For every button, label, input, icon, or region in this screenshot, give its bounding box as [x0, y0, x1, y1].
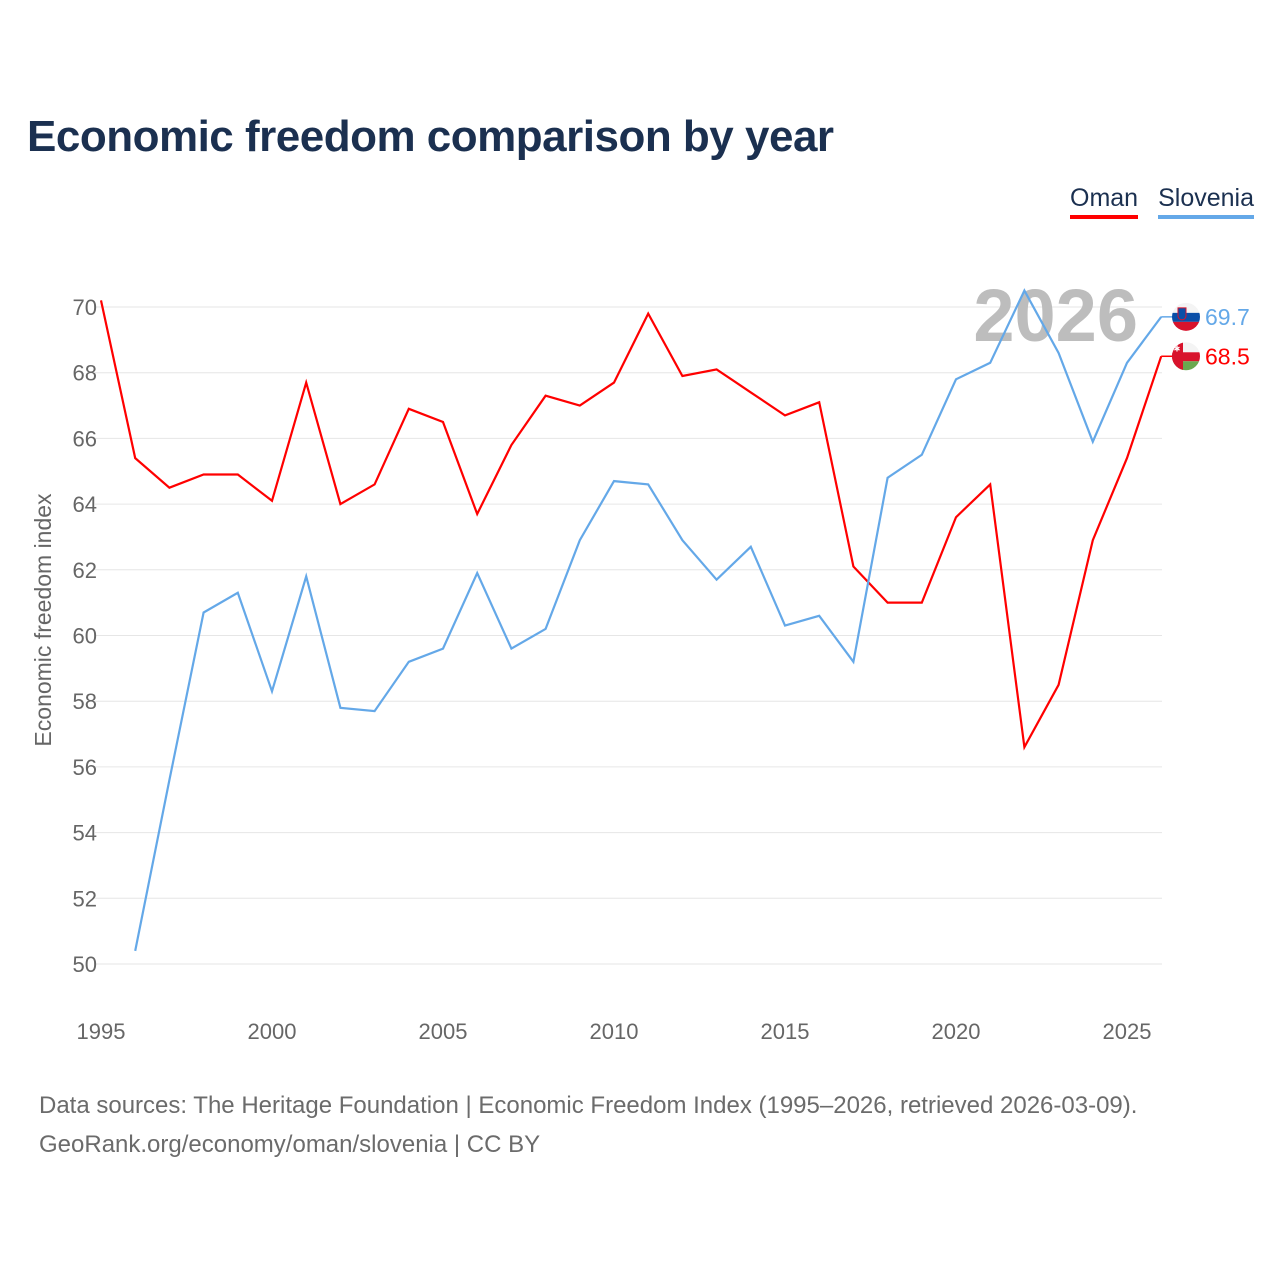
footer-sources: Data sources: The Heritage Foundation | … [39, 1092, 1138, 1119]
data-point[interactable] [1056, 682, 1062, 688]
data-point[interactable] [885, 475, 891, 481]
data-point[interactable] [748, 389, 754, 395]
data-point[interactable] [201, 610, 207, 616]
data-point[interactable] [1021, 288, 1027, 294]
data-point[interactable] [406, 406, 412, 412]
y-tick-label: 60 [73, 624, 97, 649]
data-point[interactable] [577, 403, 583, 409]
data-point[interactable] [543, 626, 549, 632]
data-point[interactable] [337, 705, 343, 711]
y-tick-label: 62 [73, 558, 97, 583]
oman-flag-icon: ✱ [1172, 342, 1200, 371]
y-tick-label: 58 [73, 689, 97, 714]
data-point[interactable] [132, 455, 138, 461]
data-point[interactable] [98, 297, 104, 303]
data-point[interactable] [132, 948, 138, 954]
data-point[interactable] [166, 485, 172, 491]
data-point[interactable] [850, 564, 856, 570]
data-point[interactable] [987, 481, 993, 487]
x-tick-label: 2010 [590, 1019, 639, 1044]
data-point[interactable] [201, 472, 207, 478]
y-tick-label: 50 [73, 952, 97, 977]
y-tick-label: 64 [73, 492, 97, 517]
data-point[interactable] [235, 590, 241, 596]
chart-title: Economic freedom comparison by year [27, 112, 834, 161]
data-point[interactable] [235, 472, 241, 478]
data-point[interactable] [440, 646, 446, 652]
y-tick-label: 66 [73, 426, 97, 451]
legend-oman[interactable]: Oman [1070, 184, 1139, 219]
data-point[interactable] [577, 537, 583, 543]
data-point[interactable] [166, 777, 172, 783]
data-point[interactable] [919, 600, 925, 606]
x-tick-label: 2025 [1103, 1019, 1152, 1044]
data-point[interactable] [372, 481, 378, 487]
y-tick-label: 56 [73, 755, 97, 780]
data-point[interactable] [474, 511, 480, 517]
x-tick-label: 1995 [77, 1019, 126, 1044]
x-tick-label: 2000 [248, 1019, 297, 1044]
data-point[interactable] [679, 373, 685, 379]
data-point[interactable] [406, 659, 412, 665]
x-tick-label: 2015 [761, 1019, 810, 1044]
data-point[interactable] [748, 544, 754, 550]
legend: Oman Slovenia [1070, 184, 1254, 219]
data-point[interactable] [269, 498, 275, 504]
data-point[interactable] [440, 419, 446, 425]
data-point[interactable] [337, 501, 343, 507]
data-point[interactable] [303, 573, 309, 579]
data-point[interactable] [645, 481, 651, 487]
data-point[interactable] [543, 393, 549, 399]
data-point[interactable] [885, 600, 891, 606]
data-point[interactable] [953, 514, 959, 520]
data-point[interactable] [714, 366, 720, 372]
data-point[interactable] [611, 478, 617, 484]
data-point[interactable] [987, 360, 993, 366]
series-line-oman [99, 300, 1163, 751]
y-tick-label: 54 [73, 821, 97, 846]
data-point[interactable] [816, 399, 822, 405]
data-point[interactable] [303, 380, 309, 386]
x-tick-label: 2005 [419, 1019, 468, 1044]
y-tick-label: 68 [73, 361, 97, 386]
footer: Data sources: The Heritage Foundation | … [39, 1086, 1137, 1164]
data-point[interactable] [1090, 439, 1096, 445]
slovenia-flag-icon [1172, 302, 1200, 331]
footer-link[interactable]: GeoRank.org/economy/oman/slovenia | CC B… [39, 1131, 541, 1158]
data-point[interactable] [269, 688, 275, 694]
data-point[interactable] [953, 376, 959, 382]
data-point[interactable] [508, 646, 514, 652]
data-point[interactable] [850, 659, 856, 665]
data-point[interactable] [679, 537, 685, 543]
end-value-label-slovenia: 69.7 [1205, 304, 1250, 330]
y-tick-label: 52 [73, 886, 97, 911]
data-point[interactable] [1090, 537, 1096, 543]
data-point[interactable] [714, 577, 720, 583]
series-line-slovenia [134, 288, 1163, 952]
data-point[interactable] [919, 452, 925, 458]
data-point[interactable] [782, 412, 788, 418]
y-tick-label: 70 [73, 295, 97, 320]
data-point[interactable] [1124, 360, 1130, 366]
data-point[interactable] [474, 570, 480, 576]
data-point[interactable] [372, 708, 378, 714]
legend-slovenia[interactable]: Slovenia [1158, 184, 1254, 219]
data-point[interactable] [1056, 350, 1062, 356]
svg-text:✱: ✱ [1174, 344, 1181, 353]
data-point[interactable] [1021, 744, 1027, 750]
data-point[interactable] [782, 623, 788, 629]
end-value-label-oman: 68.5 [1205, 343, 1250, 369]
data-point[interactable] [508, 442, 514, 448]
data-point[interactable] [1124, 455, 1130, 461]
data-point[interactable] [645, 311, 651, 317]
data-point[interactable] [816, 613, 822, 619]
data-point[interactable] [611, 380, 617, 386]
x-tick-label: 2020 [932, 1019, 981, 1044]
year-watermark: 2026 [973, 274, 1138, 357]
y-axis-label: Economic freedom index [30, 493, 56, 747]
